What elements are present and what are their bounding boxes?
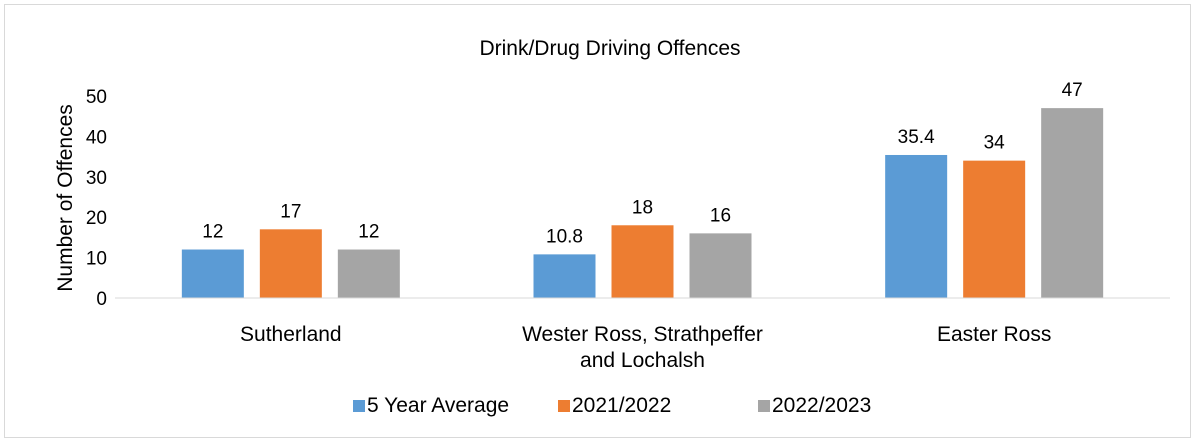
bars xyxy=(181,108,1104,299)
bar-2-2 xyxy=(1041,108,1104,299)
data-label-0-2: 12 xyxy=(358,222,379,243)
data-label-0-1: 17 xyxy=(280,201,301,222)
data-label-1-1: 18 xyxy=(632,197,653,218)
bar-0-0 xyxy=(181,249,244,298)
bar-0-1 xyxy=(259,229,322,298)
data-label-1-2: 16 xyxy=(710,205,731,226)
bar-2-0 xyxy=(885,154,948,298)
data-label-2-2: 47 xyxy=(1062,80,1083,101)
y-tick-label-3: 30 xyxy=(86,168,107,189)
y-tick-label-5: 50 xyxy=(86,87,107,108)
bar-0-2 xyxy=(337,249,400,298)
legend-swatch-0 xyxy=(353,400,365,412)
legend-label-2: 2022/2023 xyxy=(772,394,871,417)
legend-label-1: 2021/2022 xyxy=(572,394,671,417)
y-tick-label-0: 0 xyxy=(96,289,107,310)
bar-1-1 xyxy=(611,225,674,298)
data-label-1-0: 10.8 xyxy=(546,226,583,247)
category-label-1-0: Wester Ross, Strathpeffer xyxy=(522,323,763,346)
data-label-0-0: 12 xyxy=(202,222,223,243)
y-tick-label-4: 40 xyxy=(86,127,107,148)
category-label-2-0: Easter Ross xyxy=(937,323,1051,346)
legend-label-0: 5 Year Average xyxy=(367,394,509,417)
legend-swatch-1 xyxy=(558,400,570,412)
x-axis-category-labels: Sutherland Wester Ross, Strathpeffer and L… xyxy=(240,323,1051,372)
legend-swatch-2 xyxy=(758,400,770,412)
data-labels: 12 17 12 10.8 18 16 35.4 34 47 xyxy=(202,80,1082,247)
bar-1-2 xyxy=(689,233,752,298)
data-label-2-0: 35.4 xyxy=(898,127,935,148)
y-axis-label: Number of Offences xyxy=(54,104,77,292)
bar-1-0 xyxy=(533,254,596,298)
legend: 5 Year Average 2021/2022 2022/2023 xyxy=(353,394,871,417)
data-label-2-1: 34 xyxy=(984,133,1006,154)
category-label-0-0: Sutherland xyxy=(240,323,342,346)
y-tick-label-1: 10 xyxy=(86,249,107,270)
bar-2-1 xyxy=(963,160,1026,298)
chart-title: Drink/Drug Driving Offences xyxy=(479,37,740,60)
y-tick-label-2: 20 xyxy=(86,208,107,229)
y-axis-ticks: 0 10 20 30 40 50 xyxy=(86,87,107,310)
category-label-1-1: and Lochalsh xyxy=(580,349,705,372)
